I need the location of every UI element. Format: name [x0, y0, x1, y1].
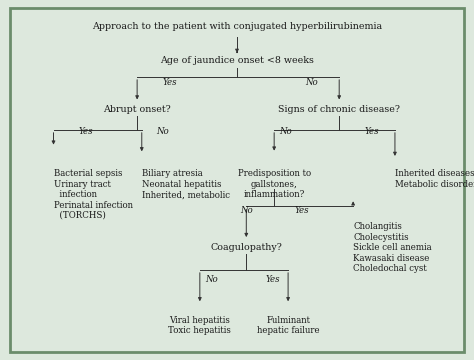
- Text: Inherited diseases
Metabolic disorders: Inherited diseases Metabolic disorders: [395, 170, 474, 189]
- Text: Coagulopathy?: Coagulopathy?: [210, 243, 282, 252]
- Text: Biliary atresia
Neonatal hepatitis
Inherited, metabolic: Biliary atresia Neonatal hepatitis Inher…: [142, 170, 230, 199]
- Text: Signs of chronic disease?: Signs of chronic disease?: [278, 105, 400, 114]
- Text: Bacterial sepsis
Urinary tract
  infection
Perinatal infection
  (TORCHS): Bacterial sepsis Urinary tract infection…: [54, 170, 133, 220]
- Text: Predisposition to
gallstones,
inflammation?: Predisposition to gallstones, inflammati…: [237, 170, 311, 199]
- Text: Cholangitis
Cholecystitis
Sickle cell anemia
Kawasaki disease
Choledochal cyst: Cholangitis Cholecystitis Sickle cell an…: [353, 222, 432, 273]
- Text: Yes: Yes: [266, 275, 281, 284]
- Text: No: No: [205, 275, 218, 284]
- Text: No: No: [279, 127, 292, 136]
- Text: Viral hepatitis
Toxic hepatitis: Viral hepatitis Toxic hepatitis: [168, 316, 231, 335]
- Text: Yes: Yes: [295, 206, 309, 215]
- Text: Approach to the patient with conjugated hyperbilirubinemia: Approach to the patient with conjugated …: [92, 22, 382, 31]
- Text: No: No: [156, 127, 169, 136]
- Text: Age of jaundice onset <8 weeks: Age of jaundice onset <8 weeks: [160, 55, 314, 64]
- Text: Yes: Yes: [365, 127, 379, 136]
- Text: Fulminant
hepatic failure: Fulminant hepatic failure: [257, 316, 319, 335]
- Text: No: No: [240, 206, 253, 215]
- Text: Abrupt onset?: Abrupt onset?: [103, 105, 171, 114]
- Text: Yes: Yes: [163, 78, 177, 87]
- Text: No: No: [305, 78, 318, 87]
- Text: Yes: Yes: [79, 127, 93, 136]
